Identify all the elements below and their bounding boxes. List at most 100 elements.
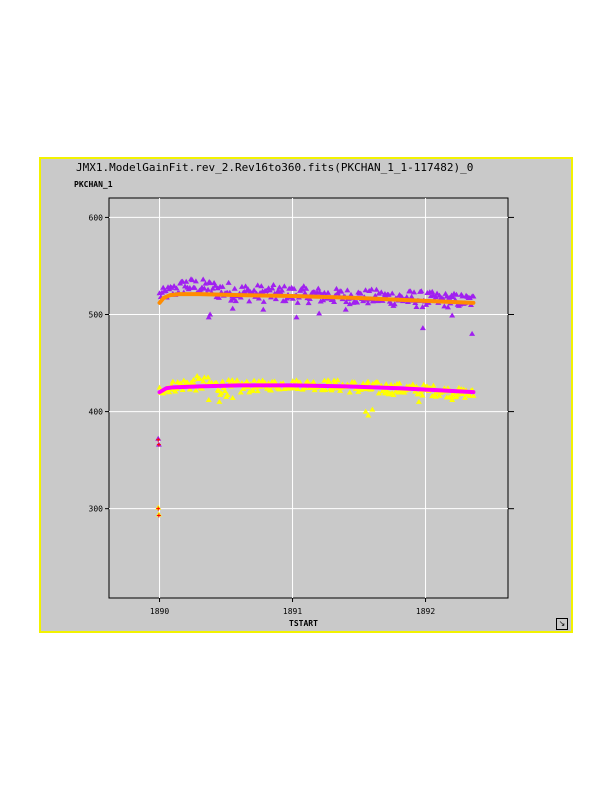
data-point	[441, 303, 448, 309]
x-axis-label: TSTART	[289, 619, 318, 628]
data-point	[413, 303, 420, 309]
data-point	[282, 298, 289, 304]
data-point	[333, 285, 340, 291]
y-tick-label: 500	[89, 311, 104, 320]
data-point	[246, 298, 253, 304]
fit-line	[157, 292, 476, 305]
data-point	[360, 298, 367, 304]
data-point	[171, 283, 178, 289]
data-point	[326, 378, 333, 384]
data-point	[372, 292, 379, 298]
data-point	[218, 390, 225, 396]
data-point	[200, 276, 207, 282]
data-point	[289, 295, 296, 301]
data-point	[200, 378, 207, 384]
data-point	[411, 289, 418, 295]
y-axis-label: PKCHAN_1	[74, 180, 113, 189]
data-point	[470, 293, 477, 299]
data-point	[331, 299, 338, 305]
data-point	[365, 412, 372, 418]
data-point	[337, 387, 344, 393]
data-point	[373, 286, 380, 292]
data-point	[303, 285, 310, 291]
data-point	[255, 295, 262, 301]
outlier-cross	[156, 513, 161, 518]
data-point	[276, 284, 283, 290]
data-point	[334, 377, 341, 383]
data-point	[429, 288, 436, 294]
data-point	[419, 304, 426, 310]
data-point	[192, 387, 199, 393]
data-point	[291, 385, 298, 391]
x-tick-label: 1890	[150, 607, 169, 616]
data-point	[234, 377, 241, 383]
data-point	[229, 395, 236, 400]
data-point	[449, 396, 456, 402]
data-point	[368, 286, 375, 292]
data-point	[205, 374, 212, 380]
data-point	[254, 388, 261, 394]
data-point	[272, 296, 279, 302]
data-point	[166, 389, 173, 395]
data-point	[461, 394, 468, 400]
data-point	[201, 285, 208, 291]
data-point	[385, 291, 392, 297]
data-point	[243, 378, 250, 384]
data-point	[311, 387, 318, 393]
data-point	[268, 387, 275, 393]
data-point	[237, 389, 244, 395]
data-point	[205, 286, 212, 292]
data-point	[324, 289, 331, 295]
data-point	[169, 378, 176, 384]
resize-corner-icon[interactable]: ↘	[556, 618, 568, 630]
data-point	[407, 288, 414, 294]
data-point	[388, 381, 395, 387]
data-point	[419, 325, 426, 331]
data-point	[251, 377, 258, 383]
data-point	[178, 381, 185, 387]
data-point	[408, 293, 415, 299]
plot-title: JMX1.ModelGainFit.rev_2.Rev16to360.fits(…	[76, 161, 474, 174]
data-point	[374, 379, 381, 385]
data-point	[466, 392, 473, 398]
data-point	[449, 293, 456, 299]
data-point	[338, 288, 345, 294]
data-point	[212, 282, 219, 288]
data-point	[344, 287, 351, 293]
data-point	[364, 300, 371, 306]
data-point	[202, 280, 209, 286]
data-point	[221, 388, 228, 394]
fit-line	[157, 383, 476, 395]
data-point	[310, 378, 317, 384]
data-point	[316, 310, 323, 316]
data-point	[173, 285, 180, 291]
data-point	[246, 389, 253, 395]
data-point	[189, 277, 196, 283]
data-point	[357, 290, 364, 296]
data-point	[219, 283, 226, 289]
y-tick-label: 300	[89, 505, 104, 514]
data-point	[209, 285, 216, 291]
data-point	[432, 294, 439, 300]
data-point	[320, 297, 327, 303]
data-point	[158, 289, 165, 295]
data-point	[396, 380, 403, 386]
data-point	[342, 306, 349, 312]
data-point	[294, 385, 301, 391]
plot-frame	[108, 197, 509, 599]
plot-window: JMX1.ModelGainFit.rev_2.Rev16to360.fits(…	[39, 157, 573, 633]
data-point	[294, 299, 301, 305]
data-point	[186, 386, 193, 392]
data-point	[269, 285, 276, 291]
data-point	[224, 392, 231, 398]
data-point	[454, 391, 461, 397]
data-point	[232, 298, 239, 304]
data-point	[436, 392, 443, 398]
data-point	[419, 392, 426, 398]
data-point	[403, 294, 410, 300]
data-point	[470, 392, 477, 398]
data-point	[179, 386, 186, 392]
data-point	[229, 305, 236, 311]
data-point	[415, 398, 422, 404]
data-point	[305, 300, 312, 306]
